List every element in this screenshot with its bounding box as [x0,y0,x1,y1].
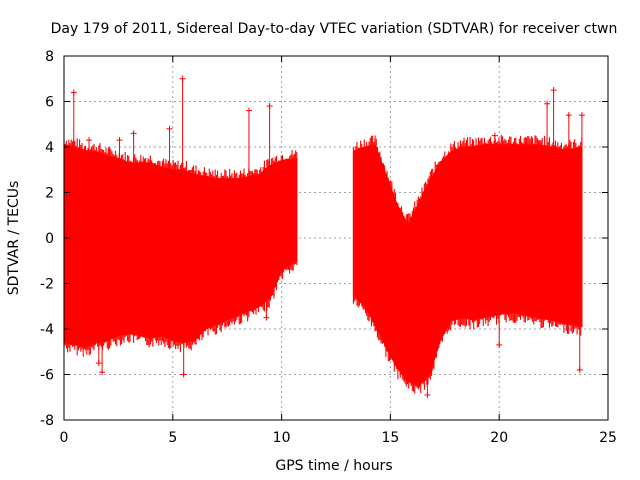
y-tick-label: 6 [45,95,54,111]
x-tick-label: 20 [490,430,508,446]
x-tick-label: 15 [381,430,399,446]
sdtvar-spikes [70,75,585,398]
y-tick-label: 8 [45,49,54,65]
x-axis-label: GPS time / hours [275,458,392,474]
y-tick-label: -4 [40,322,54,338]
error-bar-noise [63,134,583,394]
y-tick-label: 4 [45,140,54,156]
axis-ticks: 0 5 10 15 20 25 -8 -6 -4 -2 0 2 4 6 8 [40,49,617,446]
x-tick-label: 25 [599,430,617,446]
y-tick-label: -2 [40,277,54,293]
chart-title: Day 179 of 2011, Sidereal Day-to-day VTE… [51,21,618,37]
x-tick-label: 5 [168,430,177,446]
y-axis-label: SDTVAR / TECUs [6,181,22,296]
y-tick-label: -8 [40,413,54,429]
y-tick-label: 2 [45,186,54,202]
y-tick-label: -6 [40,368,54,384]
x-tick-label: 10 [273,430,291,446]
y-tick-label: 0 [45,231,54,247]
x-tick-label: 0 [60,430,69,446]
